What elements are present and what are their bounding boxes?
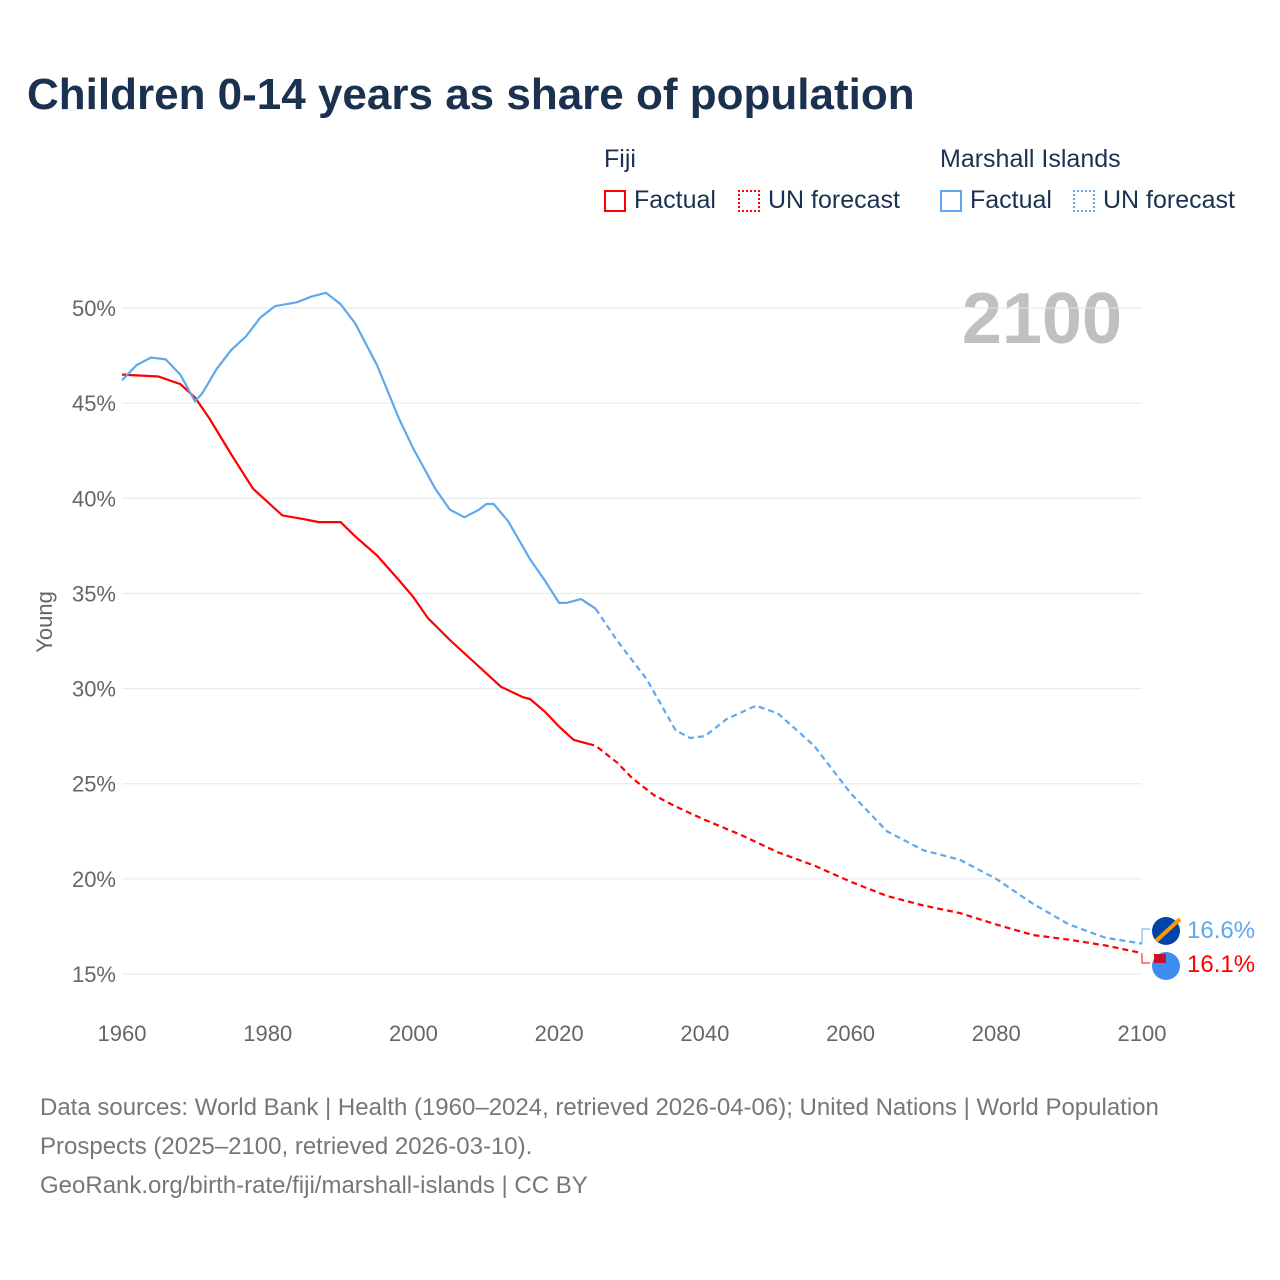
legend-group-fiji: Fiji bbox=[604, 145, 636, 173]
flag-union-jack bbox=[1154, 954, 1166, 963]
x-tick-label: 2100 bbox=[1118, 1021, 1167, 1046]
legend-label: Factual bbox=[634, 186, 716, 214]
series-line-fiji-forecast bbox=[588, 742, 1143, 955]
y-tick-label: 45% bbox=[72, 391, 116, 416]
x-tick-label: 2080 bbox=[972, 1021, 1021, 1046]
legend-item-marshall-factual[interactable]: Factual bbox=[940, 186, 1052, 215]
y-tick-label: 15% bbox=[72, 962, 116, 987]
y-tick-label: 40% bbox=[72, 486, 116, 511]
x-tick-label: 2020 bbox=[535, 1021, 584, 1046]
end-value-label: 16.1% bbox=[1187, 951, 1255, 978]
end-value-label: 16.6% bbox=[1187, 917, 1255, 944]
x-tick-label: 1960 bbox=[98, 1021, 147, 1046]
end-label-connector bbox=[1141, 928, 1150, 944]
legend-label: Factual bbox=[970, 186, 1052, 214]
flag-stripe bbox=[1154, 917, 1182, 943]
y-tick-label: 30% bbox=[72, 677, 116, 702]
series-line-fiji-factual bbox=[121, 373, 589, 745]
legend-swatch-solid bbox=[604, 190, 626, 212]
legend-item-fiji-forecast[interactable]: UN forecast bbox=[738, 186, 900, 215]
legend-label: UN forecast bbox=[1103, 186, 1235, 214]
legend-swatch-solid bbox=[940, 190, 962, 212]
y-tick-label: 20% bbox=[72, 867, 116, 892]
legend-group-marshall-islands: Marshall Islands bbox=[940, 145, 1121, 173]
legend-item-marshall-forecast[interactable]: UN forecast bbox=[1073, 186, 1235, 215]
legend-swatch-dotted bbox=[1073, 190, 1095, 212]
legend-swatch-dotted bbox=[738, 190, 760, 212]
y-axis-label: Young bbox=[32, 591, 57, 653]
y-tick-label: 50% bbox=[72, 296, 116, 321]
x-tick-label: 2040 bbox=[680, 1021, 729, 1046]
x-tick-label: 2060 bbox=[826, 1021, 875, 1046]
x-tick-label: 2000 bbox=[389, 1021, 438, 1046]
x-tick-label: 1980 bbox=[243, 1021, 292, 1046]
y-tick-label: 35% bbox=[72, 581, 116, 606]
chart-title: Children 0-14 years as share of populati… bbox=[27, 70, 915, 119]
data-sources: Data sources: World Bank | Health (1960–… bbox=[40, 1094, 1159, 1160]
source-link[interactable]: GeoRank.org/birth-rate/fiji/marshall-isl… bbox=[40, 1172, 588, 1199]
series-line-marshall-islands-forecast bbox=[594, 608, 1143, 945]
footer: Data sources: World Bank | Health (1960–… bbox=[40, 1088, 1240, 1205]
year-watermark: 2100 bbox=[962, 279, 1122, 359]
legend-label: UN forecast bbox=[768, 186, 900, 214]
legend-item-fiji-factual[interactable]: Factual bbox=[604, 186, 716, 215]
series-line-marshall-islands-factual bbox=[121, 291, 597, 610]
end-label-connector bbox=[1141, 953, 1150, 964]
y-tick-label: 25% bbox=[72, 772, 116, 797]
